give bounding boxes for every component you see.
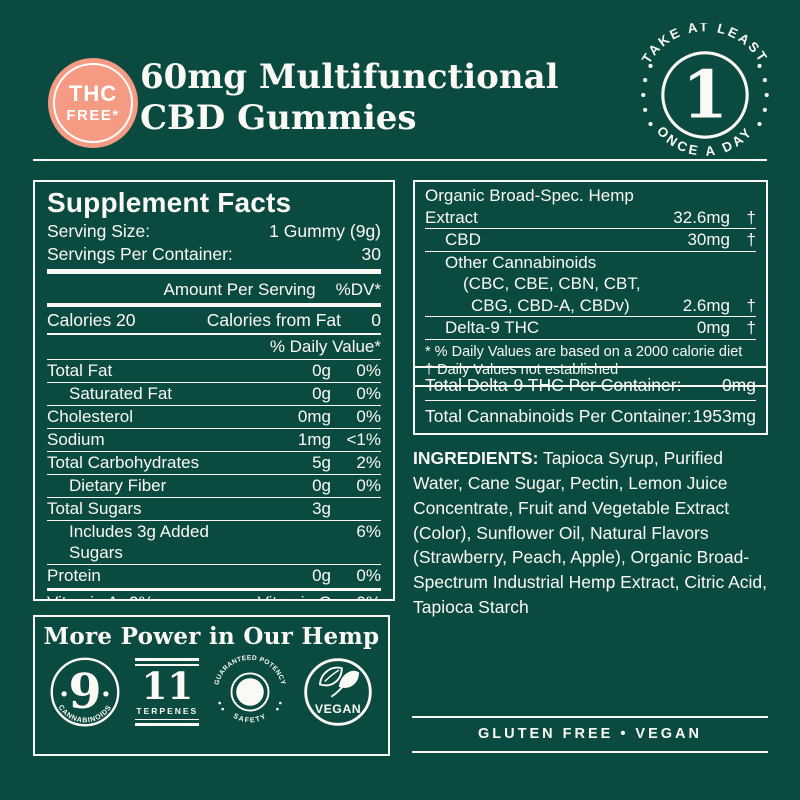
servings-per-container-row: Servings Per Container: 30 <box>47 244 381 264</box>
ingredients-label: INGREDIENTS: <box>413 448 539 468</box>
supplement-facts-panel: Supplement Facts Serving Size: 1 Gummy (… <box>33 180 395 601</box>
terpenes-number: 11 <box>141 663 194 708</box>
table-row: Sodium 1mg <1% <box>47 427 381 451</box>
header-divider <box>33 159 767 161</box>
page-title-line2: CBD Gummies <box>140 98 417 139</box>
certifications-text: GLUTEN FREE • VEGAN <box>477 726 702 742</box>
thc-free-badge-line2: FREE* <box>66 107 120 124</box>
table-row: Other Cannabinoids (CBC, CBE, CBN, CBT, … <box>425 250 756 317</box>
certifications-bar: GLUTEN FREE • VEGAN <box>412 716 768 753</box>
hemp-panel: More Power in Our Hemp 9 CANNABINOIDS 11… <box>33 615 390 756</box>
table-row: Total Cannabinoids Per Container: 1953mg <box>425 400 756 431</box>
table-row: Saturated Fat 0g 0% <box>47 381 381 405</box>
calories-row: Calories 20 Calories from Fat 0 <box>47 308 381 335</box>
vegan-label: VEGAN <box>315 702 361 716</box>
vitamin-rows: Vitamin A 0% Vitamin C 0% Calcium 0% Iro… <box>47 592 381 599</box>
cannabinoids-badge-icon: 9 CANNABINOIDS <box>50 657 120 727</box>
cannabinoid-panel: Organic Broad-Spec. Hemp Extract 32.6mg … <box>413 180 768 387</box>
table-row: Total Fat 0g 0% <box>47 358 381 382</box>
svg-text:SAFETY: SAFETY <box>231 712 268 725</box>
dose-badge-dots <box>641 63 769 127</box>
thick-rule <box>47 269 381 274</box>
ingredients-paragraph: INGREDIENTS: Tapioca Syrup, Purified Wat… <box>413 446 771 620</box>
thc-free-badge: THC FREE* <box>48 58 138 148</box>
leaf-filled-icon <box>337 669 361 690</box>
table-row: Vitamin A 0% Vitamin C 0% <box>47 592 381 599</box>
medium-rule <box>47 303 381 307</box>
amount-per-serving-header: Amount Per Serving %DV* <box>163 280 382 299</box>
table-row: CBD 30mg † <box>425 228 756 251</box>
footnote-dv: * % Daily Values are based on a 2000 cal… <box>425 343 743 360</box>
table-row: Total Delta-9 THC Per Container: 0mg <box>425 375 756 395</box>
serving-size-row: Serving Size: 1 Gummy (9g) <box>47 221 381 241</box>
terpenes-badge-icon: 11 TERPENES <box>135 658 200 726</box>
page-title-line1: 60mg Multifunctional <box>140 57 559 97</box>
terpenes-label: TERPENES <box>136 705 199 716</box>
potency-bottom-label: SAFETY <box>231 712 266 725</box>
table-row: Delta-9 THC 0mg † <box>425 316 756 339</box>
hemp-panel-title: More Power in Our Hemp <box>43 623 380 650</box>
daily-value-header: % Daily Value* <box>269 336 381 356</box>
potency-badge-icon: & GUARANTEED POTENCY SAFETY <box>213 655 286 725</box>
dose-badge-icon: 1 TAKE AT LEAST ONCE A DAY <box>639 23 769 159</box>
table-row: Protein 0g 0% <box>47 563 381 587</box>
page-title: 60mg Multifunctional CBD Gummies <box>140 57 559 140</box>
table-row: Total Sugars 3g <box>47 496 381 520</box>
hemp-badges: 9 CANNABINOIDS 11 TERPENES <box>35 650 388 732</box>
potency-ampersand: & <box>239 678 261 707</box>
cannabinoids-number: 9 <box>68 664 101 720</box>
vegan-badge-icon: VEGAN <box>304 658 372 726</box>
leaf-outline-icon <box>318 666 343 687</box>
medium-rule <box>47 587 381 591</box>
supplement-facts-title: Supplement Facts <box>47 187 292 218</box>
table-row: Dietary Fiber 0g 0% <box>47 473 381 497</box>
table-row: Organic Broad-Spec. Hemp Extract 32.6mg … <box>425 186 756 227</box>
ingredients-text: Tapioca Syrup, Purified Water, Cane Suga… <box>413 448 767 618</box>
table-row: Total Carbohydrates 5g 2% <box>47 450 381 474</box>
dose-number: 1 <box>682 56 728 134</box>
thc-free-badge-line1: THC <box>68 81 118 106</box>
nutrient-rows: Total Fat 0g 0% Saturated Fat 0g 0% Chol… <box>47 358 381 587</box>
totals-panel: Total Delta-9 THC Per Container: 0mg Tot… <box>413 366 768 435</box>
table-row: Cholesterol 0mg 0% <box>47 404 381 428</box>
table-row: Includes 3g Added Sugars 6% <box>47 519 381 564</box>
